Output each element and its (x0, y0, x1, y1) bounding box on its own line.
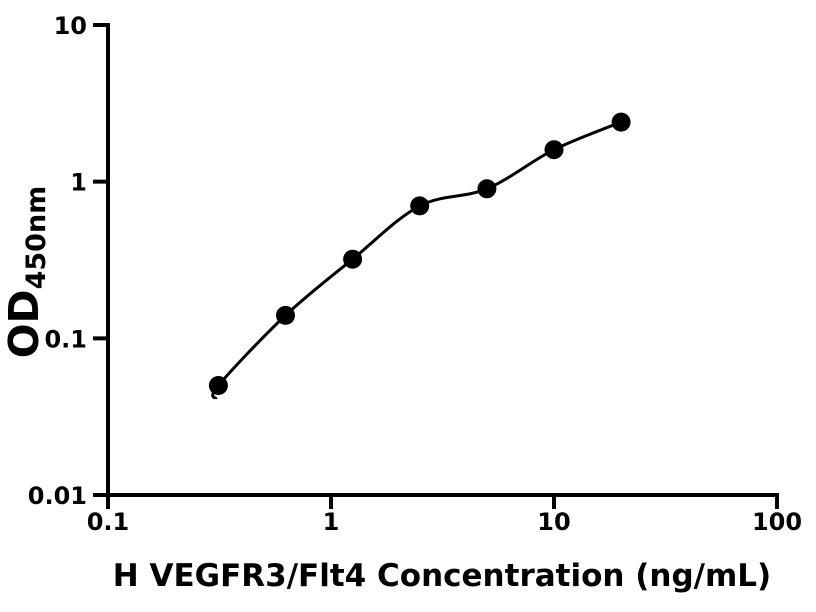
y-axis-title: OD450nm (0, 186, 52, 359)
data-point-marker (208, 376, 228, 395)
x-axis-title: H VEGFR3/Flt4 Concentration (ng/mL) (112, 558, 772, 594)
data-point-marker (410, 196, 430, 216)
data-point-marker (477, 179, 497, 199)
axis-lines (106, 25, 777, 497)
y-tick-label: 10 (54, 12, 87, 40)
x-tick-label: 10 (537, 508, 570, 536)
y-tick-label: 1 (70, 169, 87, 197)
y-axis-title-main: OD (0, 289, 48, 359)
x-tick-label: 1 (323, 508, 340, 536)
y-axis-title-subscript: 450nm (21, 185, 52, 290)
data-point-marker (611, 112, 631, 132)
y-tick-label: 0.01 (28, 482, 87, 510)
x-tick-label: 0.1 (87, 508, 130, 536)
data-point-marker (343, 249, 363, 269)
x-tick-label: 100 (752, 508, 802, 536)
data-point-marker (276, 305, 295, 325)
data-point-marker (544, 140, 564, 160)
y-tick-label: 0.1 (44, 325, 87, 353)
fit-curve (211, 120, 622, 400)
